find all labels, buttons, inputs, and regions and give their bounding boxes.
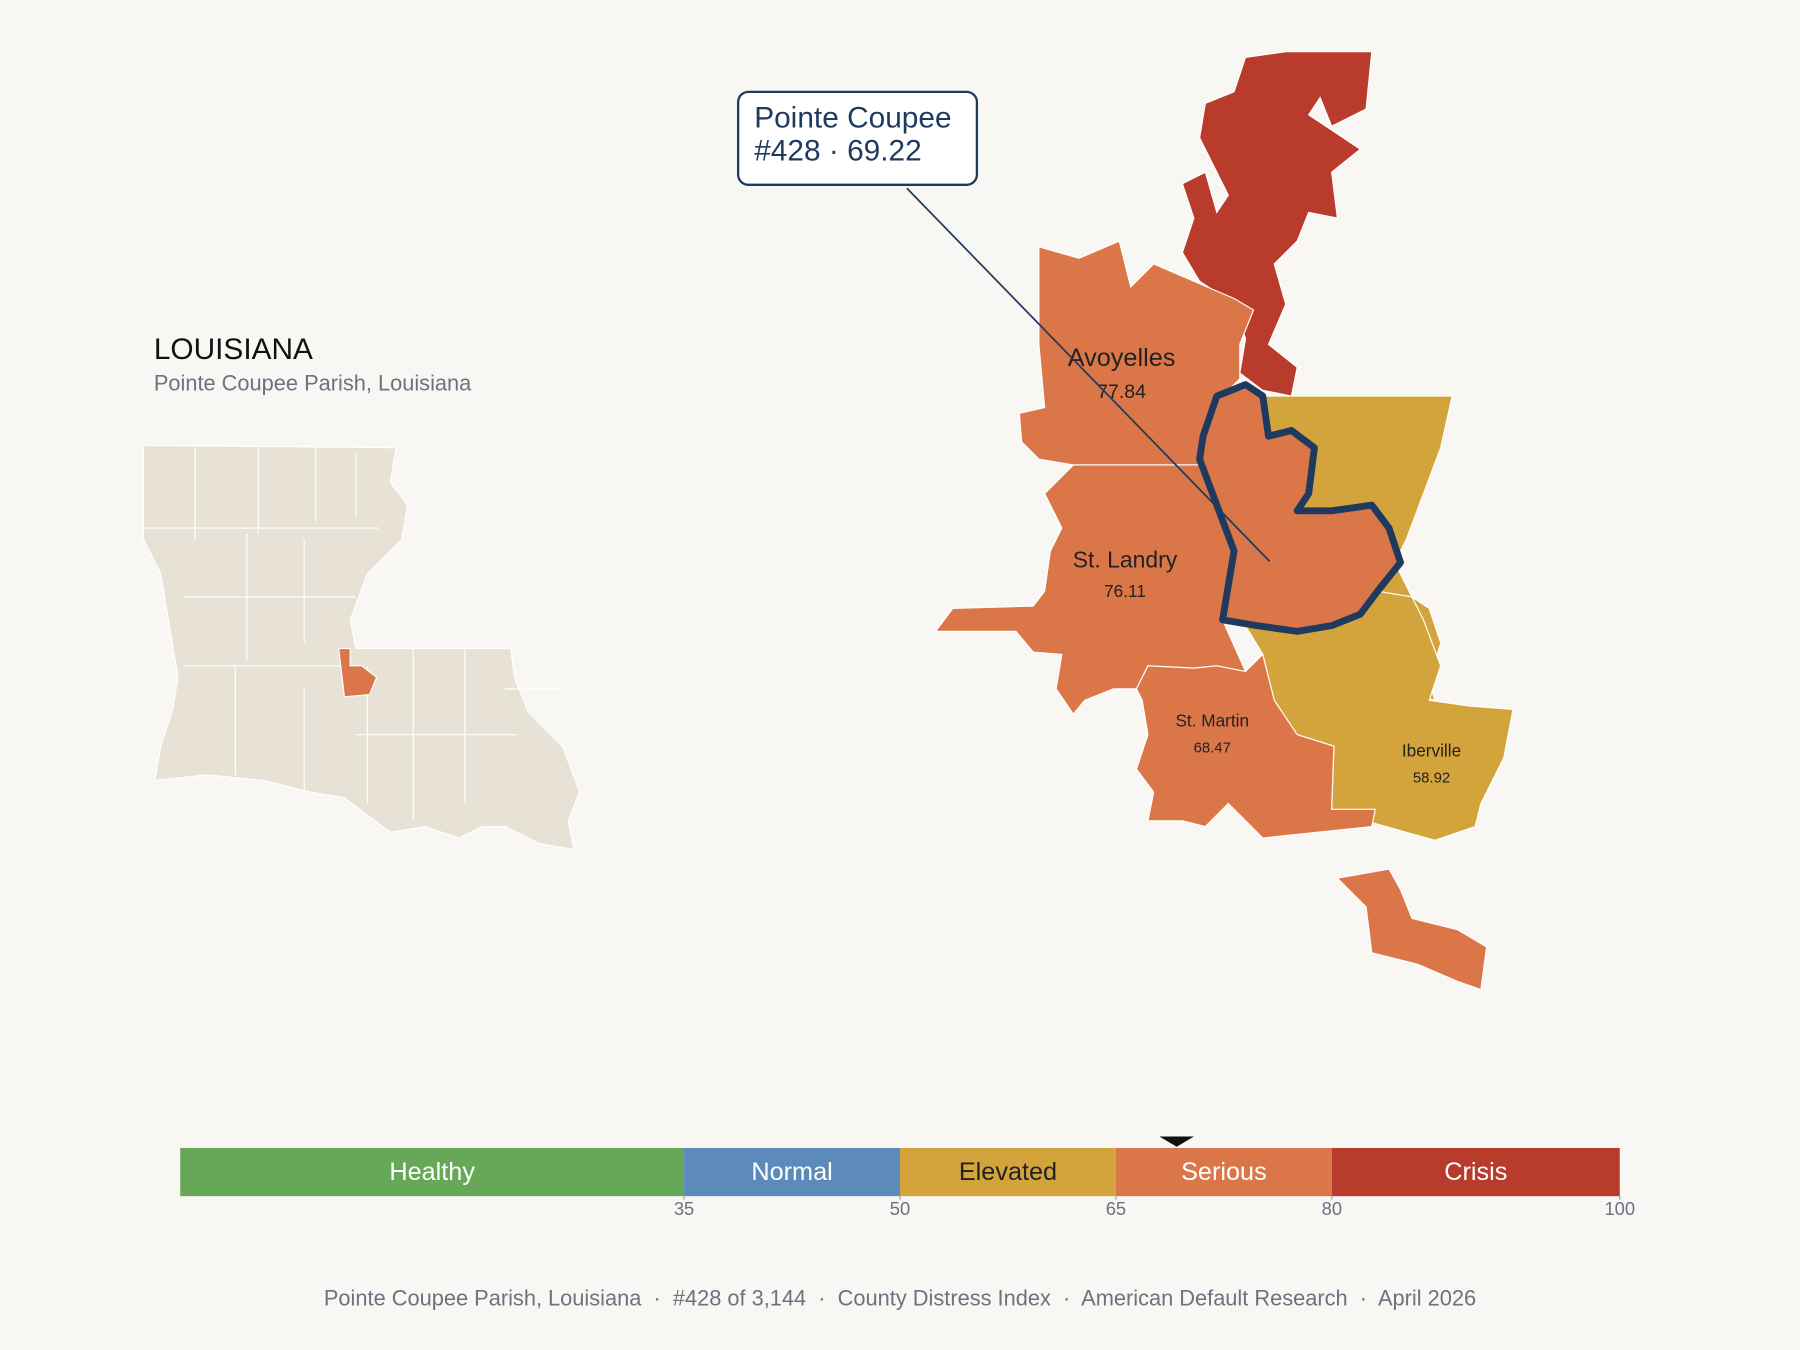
- legend-band-label: Normal: [751, 1158, 832, 1186]
- legend-tick-label: 80: [1322, 1198, 1342, 1219]
- parish-name: St. Martin: [1175, 711, 1249, 731]
- legend-band-label: Serious: [1181, 1158, 1267, 1186]
- callout-box: [736, 90, 979, 186]
- legend-tick-label: 35: [674, 1198, 694, 1219]
- neighbor-parish: [1181, 51, 1373, 397]
- legend-band-label: Crisis: [1444, 1158, 1507, 1186]
- parish-value: 76.11: [1104, 581, 1146, 601]
- parish-value: 68.47: [1194, 739, 1231, 756]
- selected-parish: [338, 648, 378, 698]
- parish-name: Iberville: [1402, 740, 1461, 760]
- legend-tick-label: 50: [890, 1198, 910, 1219]
- legend-band: [900, 1147, 1116, 1197]
- parish-name: St. Landry: [1073, 546, 1178, 572]
- parish-shape: [1135, 653, 1376, 839]
- legend-band-label: Healthy: [389, 1158, 475, 1186]
- legend-band: [1331, 1147, 1620, 1197]
- legend-tick-label: 100: [1604, 1198, 1635, 1219]
- legend-marker: [1159, 1136, 1194, 1147]
- subtitle: Pointe Coupee Parish, Louisiana: [154, 370, 472, 395]
- legend-band: [684, 1147, 900, 1197]
- legend: Healthy Normal Elevated Serious Crisis 35 50 65…: [180, 1136, 1635, 1219]
- callout-name: Pointe Coupee: [754, 101, 951, 134]
- title: LOUISIANA: [154, 333, 313, 366]
- locator-map: [142, 444, 581, 851]
- legend-band: [180, 1147, 685, 1197]
- legend-band: [1115, 1147, 1332, 1197]
- parish-name: Avoyelles: [1068, 344, 1176, 372]
- parish-lines: [143, 447, 563, 821]
- parish-value: 58.92: [1413, 769, 1450, 786]
- region-map: [934, 51, 1514, 991]
- callout-text: #428 · 69.22: [754, 135, 922, 168]
- legend-tick-label: 65: [1106, 1198, 1126, 1219]
- legend-band-label: Elevated: [959, 1158, 1057, 1186]
- parish-shape: [1336, 868, 1488, 991]
- state-shape: [142, 444, 581, 851]
- callout-leader: [906, 187, 1271, 562]
- footer: Pointe Coupee Parish, Louisiana · #428 o…: [324, 1285, 1476, 1310]
- selected-parish-shape: [1196, 381, 1404, 635]
